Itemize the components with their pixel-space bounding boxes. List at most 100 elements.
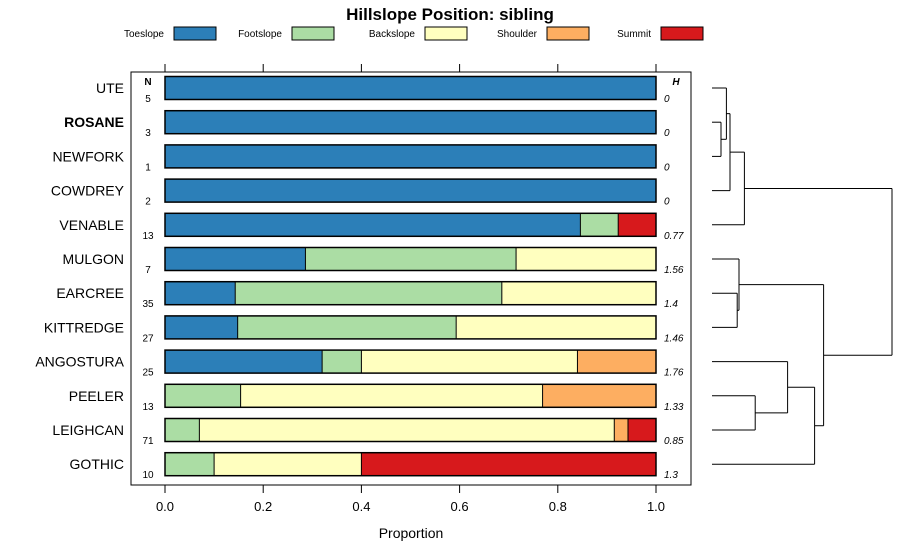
row-label: GOTHIC <box>70 456 124 472</box>
bar-segment-toeslope <box>165 315 238 339</box>
legend-label-footslope: Footslope <box>238 29 282 40</box>
legend-label-backslope: Backslope <box>369 29 416 40</box>
bar-outline <box>164 109 657 135</box>
bar-outline <box>164 178 657 203</box>
legend-swatch-footslope <box>291 26 335 41</box>
row-n-value: 25 <box>142 368 154 379</box>
x-tick-label: 1.0 <box>647 499 665 514</box>
bar-segment-footslope <box>165 452 215 476</box>
chart-title: Hillslope Position: sibling <box>346 5 554 24</box>
row-h-value: 0 <box>664 197 670 208</box>
bar-segment-summit <box>618 213 656 237</box>
bar-segment-footslope <box>235 281 502 305</box>
x-tick-label: 0.4 <box>352 499 370 514</box>
bar-segment-shoulder <box>542 384 656 408</box>
bar-segment-footslope <box>237 315 457 339</box>
legend-label-shoulder: Shoulder <box>497 29 538 40</box>
row-label: MULGON <box>63 251 124 267</box>
row-n-value: 35 <box>142 299 154 310</box>
row-peeler: PEELER 13 1.33 <box>69 383 684 413</box>
n-column-header: N <box>144 77 151 88</box>
row-n-value: 10 <box>142 470 154 481</box>
legend: Toeslope Footslope Backslope Shoulder Summit <box>124 26 704 41</box>
row-ute: UTE 5 0 <box>96 75 670 105</box>
row-h-value: 0 <box>664 128 670 139</box>
legend-label-summit: Summit <box>617 29 651 40</box>
row-n-value: 27 <box>142 333 154 344</box>
bar-segment-footslope <box>580 213 619 237</box>
row-leighcan: LEIGHCAN 71 0.85 <box>52 417 684 447</box>
bar-segment-footslope <box>305 247 517 271</box>
row-label: KITTREDGE <box>44 319 124 335</box>
legend-swatch-backslope <box>424 26 468 41</box>
bar-segment-summit <box>628 418 656 442</box>
row-cowdrey: COWDREY 2 0 <box>51 178 670 208</box>
row-n-value: 2 <box>145 197 151 208</box>
bar-segment-toeslope <box>165 213 581 237</box>
row-n-value: 13 <box>142 231 154 242</box>
bar-outline <box>164 144 657 169</box>
plot-panel <box>130 71 692 486</box>
row-gothic: GOTHIC 10 1.3 <box>70 451 678 481</box>
row-n-value: 13 <box>142 402 154 413</box>
row-h-value: 0.85 <box>664 436 684 447</box>
bar-segment-shoulder <box>577 350 656 374</box>
bar-segment-toeslope <box>165 350 323 374</box>
h-column-header: H <box>672 77 680 88</box>
row-label: ANGOSTURA <box>35 354 124 370</box>
bar-segment-shoulder <box>614 418 629 442</box>
row-n-value: 71 <box>142 436 154 447</box>
bar-segment-backslope <box>516 247 656 271</box>
row-label: LEIGHCAN <box>52 422 124 438</box>
row-h-value: 1.33 <box>664 402 684 413</box>
row-earcree: EARCREE 35 1.4 <box>56 280 678 310</box>
legend-swatch-shoulder <box>546 26 590 41</box>
row-label: VENABLE <box>59 217 124 233</box>
x-axis-top <box>164 64 657 72</box>
row-label: COWDREY <box>51 183 125 199</box>
bar-outline <box>164 212 657 238</box>
row-n-value: 3 <box>145 128 151 139</box>
row-n-value: 5 <box>145 94 151 105</box>
row-h-value: 1.4 <box>664 299 678 310</box>
bar-segment-toeslope <box>165 76 656 100</box>
row-h-value: 1.46 <box>664 333 684 344</box>
bar-outline <box>164 280 657 306</box>
row-label: NEWFORK <box>52 148 124 164</box>
row-h-value: 1.3 <box>664 470 678 481</box>
bar-segment-backslope <box>214 452 362 476</box>
legend-label-toeslope: Toeslope <box>124 29 164 40</box>
row-h-value: 1.56 <box>664 265 684 276</box>
bar-segment-toeslope <box>165 144 656 168</box>
bar-outline <box>164 349 657 374</box>
bar-segment-toeslope <box>165 110 656 134</box>
row-n-value: 1 <box>145 162 151 173</box>
row-h-value: 1.76 <box>664 368 684 379</box>
row-rosane: ROSANE 3 0 <box>64 109 670 139</box>
bar-segment-backslope <box>240 384 543 408</box>
bar-outline <box>164 383 657 409</box>
bar-segment-footslope <box>165 418 200 442</box>
row-label: PEELER <box>69 388 124 404</box>
bar-outline <box>164 451 657 477</box>
row-label: EARCREE <box>56 285 124 301</box>
x-tick-label: 0.0 <box>156 499 174 514</box>
bar-segment-footslope <box>165 384 241 408</box>
row-h-value: 0 <box>664 162 670 173</box>
row-n-value: 7 <box>145 265 151 276</box>
bar-outline <box>164 246 657 272</box>
row-h-value: 0.77 <box>664 231 684 242</box>
x-tick-label: 0.8 <box>549 499 567 514</box>
dendrogram <box>712 87 893 465</box>
bar-segment-backslope <box>361 350 578 374</box>
row-mulgon: MULGON 7 1.56 <box>63 246 684 276</box>
row-kittredge: KITTREDGE 27 1.46 <box>44 315 684 344</box>
bar-segment-toeslope <box>165 281 236 305</box>
x-axis-label: Proportion <box>379 525 444 541</box>
x-tick-label: 0.6 <box>451 499 469 514</box>
bar-segment-summit <box>361 452 656 476</box>
row-label: ROSANE <box>64 114 124 130</box>
bar-outline <box>164 315 657 340</box>
